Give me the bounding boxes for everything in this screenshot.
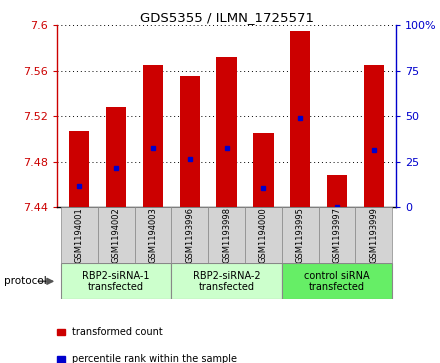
Bar xyxy=(143,65,163,207)
Text: GSM1193996: GSM1193996 xyxy=(185,207,194,263)
Bar xyxy=(61,263,171,299)
Bar xyxy=(319,207,356,263)
Bar xyxy=(106,107,126,207)
Bar xyxy=(98,207,135,263)
Bar xyxy=(245,207,282,263)
Text: GSM1193997: GSM1193997 xyxy=(333,207,341,263)
Text: GSM1193999: GSM1193999 xyxy=(370,207,378,263)
Bar xyxy=(253,133,274,207)
Text: percentile rank within the sample: percentile rank within the sample xyxy=(72,354,237,363)
Bar xyxy=(327,175,347,207)
Text: GSM1194000: GSM1194000 xyxy=(259,207,268,263)
Bar xyxy=(171,207,208,263)
Bar xyxy=(171,263,282,299)
Text: transformed count: transformed count xyxy=(72,327,162,337)
Bar xyxy=(208,207,245,263)
Text: GSM1193998: GSM1193998 xyxy=(222,207,231,263)
Text: RBP2-siRNA-2
transfected: RBP2-siRNA-2 transfected xyxy=(193,270,260,292)
Bar xyxy=(216,57,237,207)
Bar xyxy=(69,131,89,207)
Bar xyxy=(135,207,171,263)
Bar xyxy=(282,263,392,299)
Text: GSM1194001: GSM1194001 xyxy=(75,207,84,263)
Bar xyxy=(282,207,319,263)
Bar xyxy=(180,77,200,207)
Text: control siRNA
transfected: control siRNA transfected xyxy=(304,270,370,292)
Text: GSM1193995: GSM1193995 xyxy=(296,207,305,263)
Bar xyxy=(61,207,98,263)
Bar xyxy=(364,65,384,207)
Text: GSM1194003: GSM1194003 xyxy=(148,207,158,263)
Text: RBP2-siRNA-1
transfected: RBP2-siRNA-1 transfected xyxy=(82,270,150,292)
Title: GDS5355 / ILMN_1725571: GDS5355 / ILMN_1725571 xyxy=(139,11,314,24)
Text: GSM1194002: GSM1194002 xyxy=(112,207,121,263)
Bar xyxy=(290,31,310,207)
Text: protocol: protocol xyxy=(4,276,47,286)
Bar xyxy=(356,207,392,263)
